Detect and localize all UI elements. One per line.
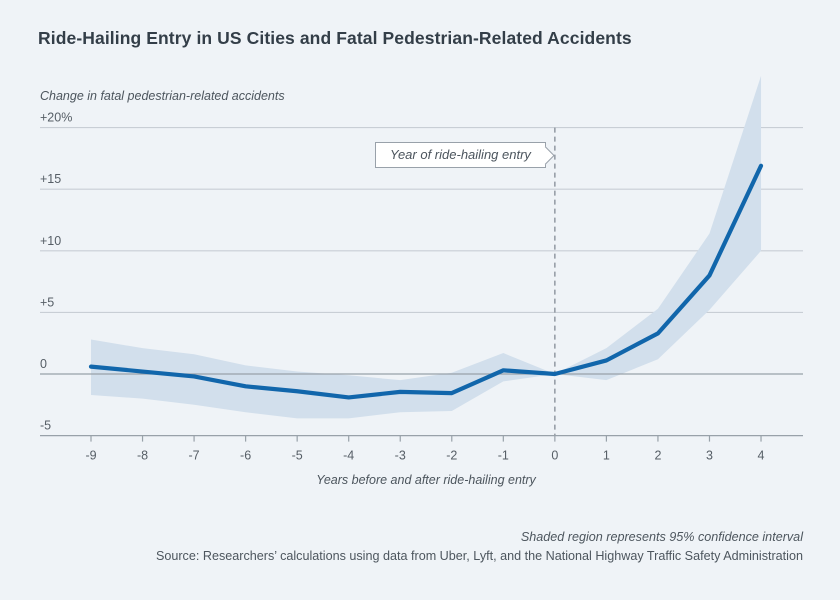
x-tick-label: 4	[758, 449, 765, 463]
x-tick-label: -1	[498, 449, 509, 463]
source-credit: Source: Researchers’ calculations using …	[155, 549, 803, 563]
trend-line	[88, 163, 764, 400]
x-tick-label: -6	[240, 449, 251, 463]
event-annotation-callout: Year of ride-hailing entry	[375, 142, 555, 168]
chart-footer: Shaded region represents 95% confidence …	[156, 528, 803, 566]
event-annotation-label: Year of ride-hailing entry	[390, 147, 531, 162]
confidence-interval-note: Shaded region represents 95% confidence …	[520, 530, 803, 544]
confidence-band	[91, 75, 762, 419]
y-tick-label: +5	[40, 295, 54, 309]
x-tick-label: -3	[395, 449, 406, 463]
x-tick-label: 0	[551, 449, 558, 463]
x-tick-label: -4	[343, 449, 354, 463]
y-tick-label: 0	[40, 357, 47, 371]
y-tick-label: -5	[40, 419, 51, 433]
chart-title: Ride-Hailing Entry in US Cities and Fata…	[38, 28, 632, 48]
y-axis-title: Change in fatal pedestrian-related accid…	[40, 89, 285, 103]
y-tick-label: +10	[40, 234, 61, 248]
y-tick-label: +20%	[40, 111, 72, 125]
x-tick-label: -8	[137, 449, 148, 463]
x-tick-label: 1	[603, 449, 610, 463]
x-tick-label: -5	[292, 449, 303, 463]
x-tick-label: -7	[189, 449, 200, 463]
x-tick-label: -9	[85, 449, 96, 463]
x-axis-title: Years before and after ride-hailing entr…	[316, 473, 536, 487]
x-tick-label: -2	[446, 449, 457, 463]
x-tick-label: 3	[706, 449, 713, 463]
x-tick-label: 2	[654, 449, 661, 463]
y-tick-label: +15	[40, 172, 61, 186]
